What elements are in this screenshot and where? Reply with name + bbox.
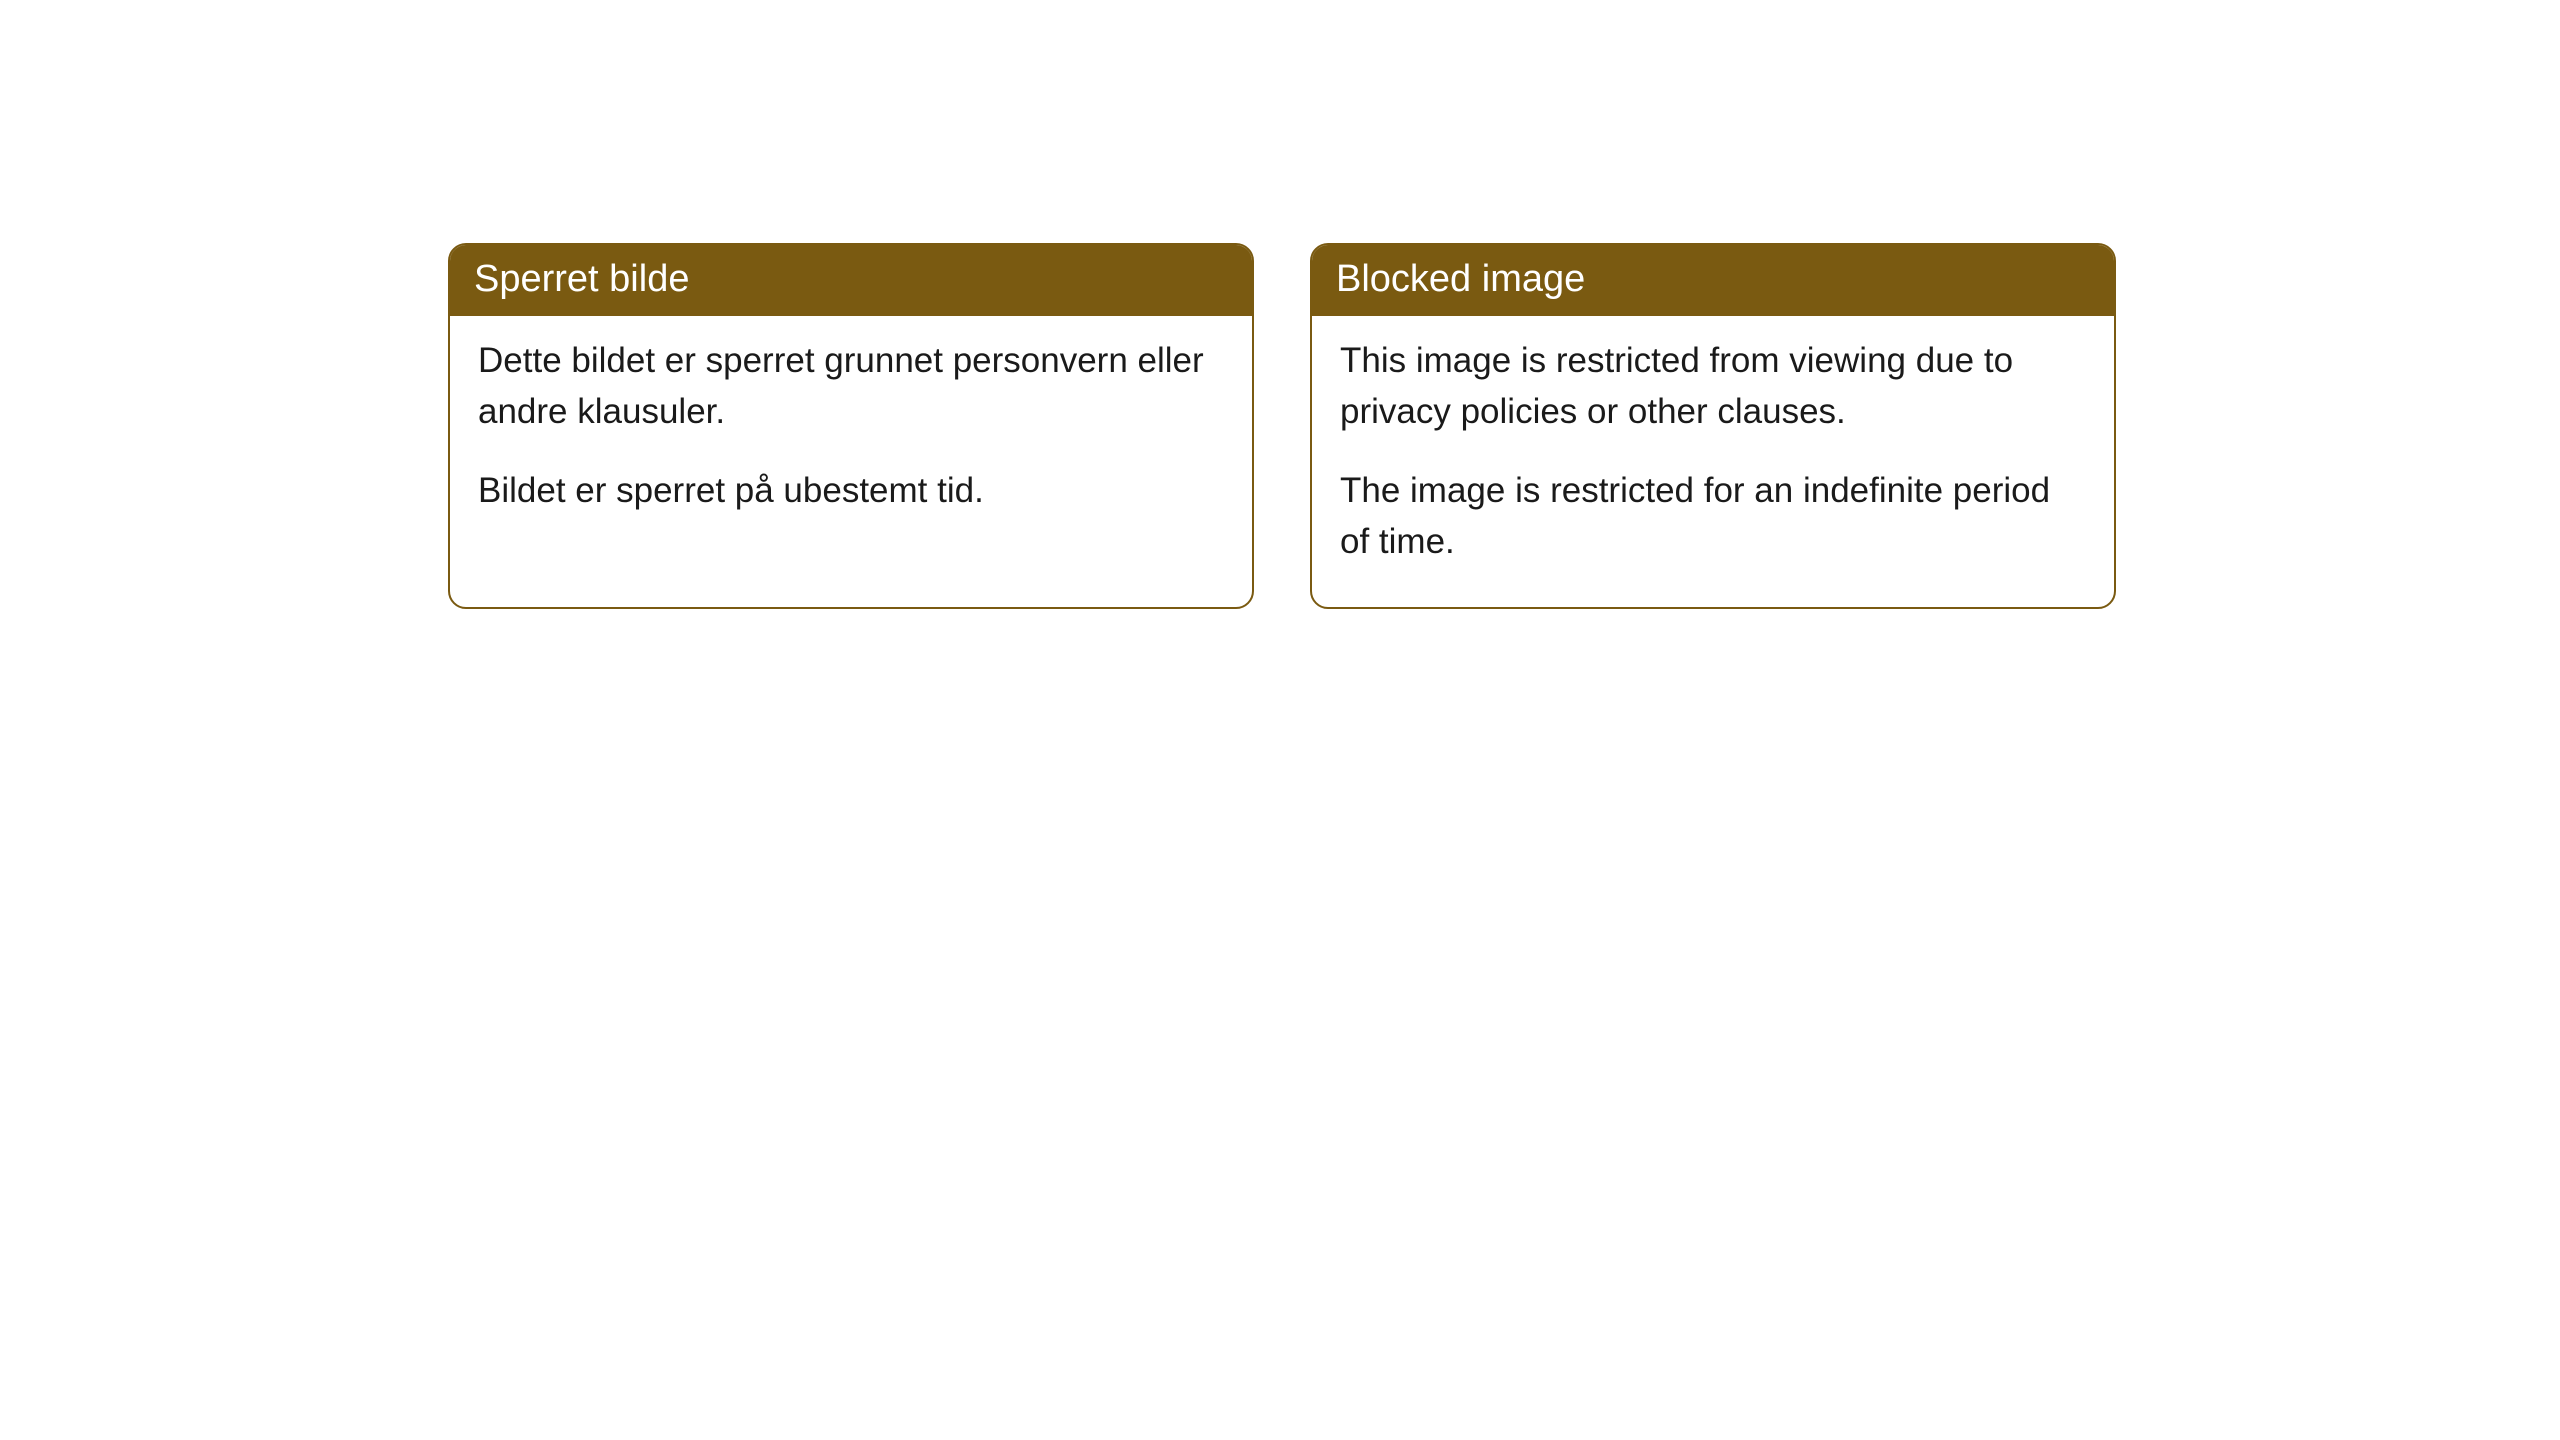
card-body-english: This image is restricted from viewing du… [1312, 316, 2114, 607]
card-body-norwegian: Dette bildet er sperret grunnet personve… [450, 316, 1252, 556]
card-norwegian: Sperret bilde Dette bildet er sperret gr… [448, 243, 1254, 609]
card-header-norwegian: Sperret bilde [450, 245, 1252, 316]
card-paragraph-2-norwegian: Bildet er sperret på ubestemt tid. [478, 466, 1224, 517]
card-paragraph-1-norwegian: Dette bildet er sperret grunnet personve… [478, 336, 1224, 438]
cards-container: Sperret bilde Dette bildet er sperret gr… [448, 243, 2116, 609]
card-paragraph-1-english: This image is restricted from viewing du… [1340, 336, 2086, 438]
card-english: Blocked image This image is restricted f… [1310, 243, 2116, 609]
card-header-english: Blocked image [1312, 245, 2114, 316]
card-paragraph-2-english: The image is restricted for an indefinit… [1340, 466, 2086, 568]
